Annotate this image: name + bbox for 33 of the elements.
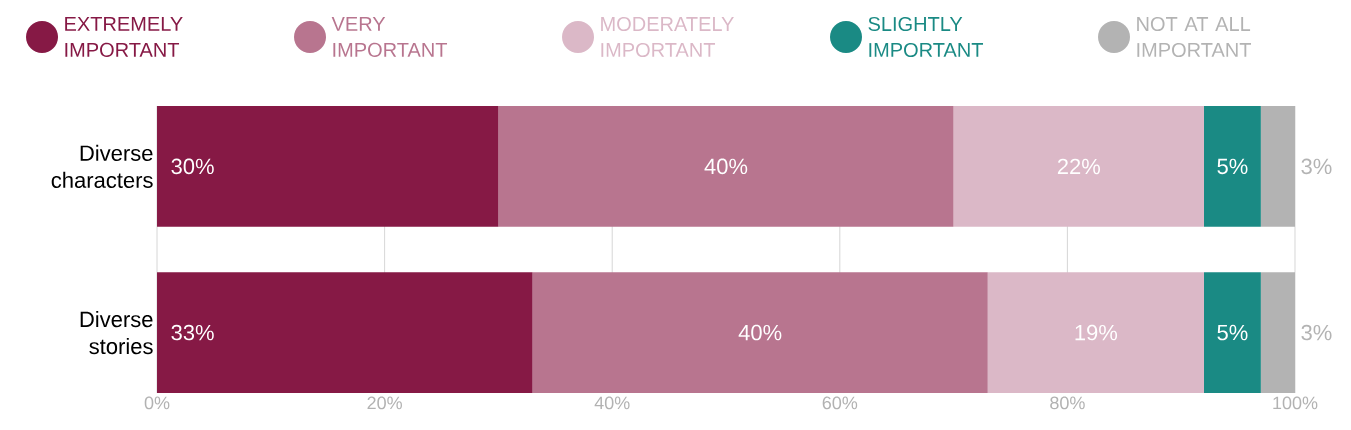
data-label: 5% xyxy=(1217,324,1248,341)
bar xyxy=(532,272,988,393)
bar xyxy=(1203,272,1261,393)
legend-label: SLIGHTLY IMPORTANT xyxy=(868,16,984,58)
bar xyxy=(498,105,954,227)
bar xyxy=(1203,105,1261,227)
data-label: 19% xyxy=(1075,324,1118,341)
x-tick-label: 0% xyxy=(144,396,170,410)
x-tick-label: 40% xyxy=(594,396,630,410)
bar xyxy=(987,272,1204,393)
data-label: 40% xyxy=(704,158,748,175)
data-label: 33% xyxy=(171,324,214,341)
legend-label: EXTREMELY IMPORTANT xyxy=(65,17,183,57)
bar xyxy=(1260,105,1295,227)
x-tick-label: 80% xyxy=(1050,396,1085,410)
x-tick-label: 20% xyxy=(367,396,402,410)
data-label: 5% xyxy=(1217,158,1248,175)
bar xyxy=(157,272,533,393)
legend-label: VERY IMPORTANT xyxy=(331,17,448,57)
data-label: 40% xyxy=(738,324,782,341)
bar xyxy=(953,105,1204,227)
x-tick-label: 100% xyxy=(1273,396,1318,410)
bar xyxy=(157,105,499,227)
data-label: 30% xyxy=(171,158,214,175)
data-label: 3% xyxy=(1301,324,1332,341)
bar xyxy=(1260,272,1295,393)
data-label: 3% xyxy=(1301,158,1332,175)
x-tick-label: 60% xyxy=(822,396,858,410)
legend-label: MODERATELY IMPORTANT xyxy=(601,16,734,58)
legend-label: NOT AT ALL IMPORTANT xyxy=(1137,16,1252,58)
data-label: 22% xyxy=(1057,158,1100,175)
y-tick-label: Diverse characters xyxy=(51,144,153,188)
y-tick-label: Diverse stories xyxy=(80,311,153,355)
